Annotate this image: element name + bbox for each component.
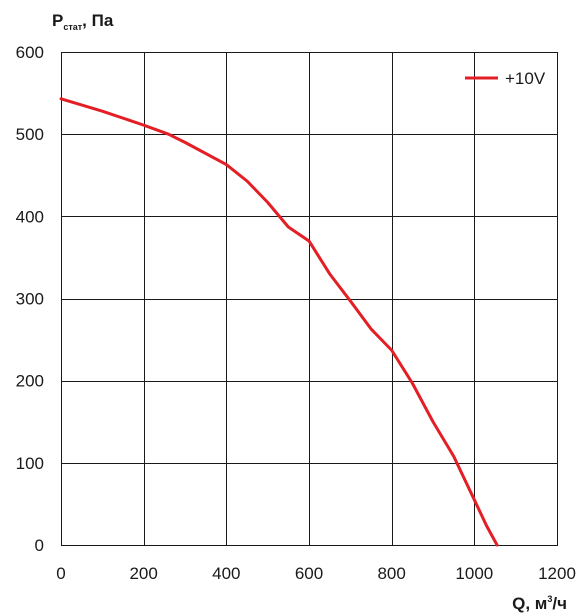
y-tick-label: 600 [16, 43, 44, 62]
plot-frame [61, 52, 558, 546]
legend-label: +10V [505, 69, 546, 88]
y-axis-title-suffix: , Па [82, 11, 114, 30]
y-tick-label: 400 [16, 207, 44, 226]
y-axis-tick-labels: 0 100 200 300 400 500 600 [16, 43, 44, 555]
y-tick-label: 500 [16, 125, 44, 144]
x-axis-title-suffix: /ч [552, 594, 567, 613]
x-tick-label: 200 [129, 564, 157, 583]
x-axis-tick-labels: 0 200 400 600 800 1000 1200 [56, 564, 576, 583]
x-axis-title: Q, м3/ч [512, 594, 567, 613]
y-tick-label: 100 [16, 454, 44, 473]
x-tick-label: 400 [212, 564, 240, 583]
x-tick-label: 1200 [538, 564, 576, 583]
x-tick-label: 1000 [455, 564, 493, 583]
x-tick-label: 0 [56, 564, 65, 583]
legend: +10V [465, 69, 546, 88]
series-line [59, 97, 499, 547]
x-axis-title-superscript: 3 [547, 594, 552, 604]
x-tick-label: 800 [377, 564, 405, 583]
y-axis-title: Pстат, Па [52, 11, 114, 32]
y-tick-label: 300 [16, 290, 44, 309]
x-axis-title-main: Q, м [512, 594, 547, 613]
x-tick-label: 600 [295, 564, 323, 583]
grid-lines [61, 52, 558, 546]
y-axis-title-main: P [52, 11, 63, 30]
y-axis-title-subscript: стат [63, 22, 82, 32]
y-tick-label: 200 [16, 372, 44, 391]
series-layer [59, 97, 499, 547]
y-tick-label: 0 [35, 536, 44, 555]
